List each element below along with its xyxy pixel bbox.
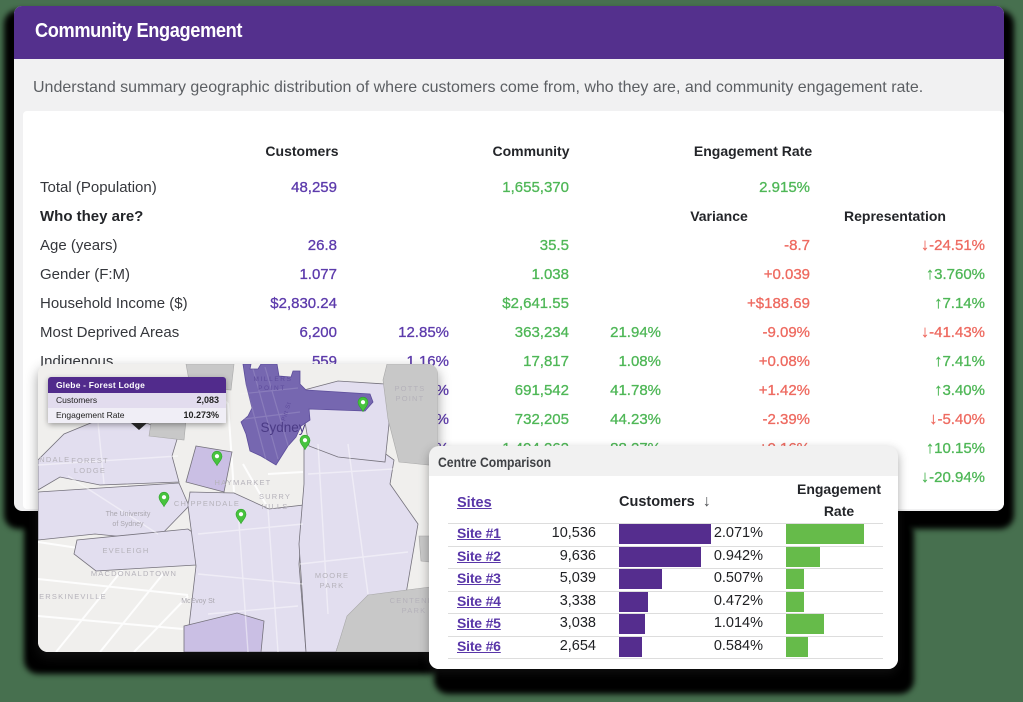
svg-text:McEvoy St: McEvoy St xyxy=(181,598,215,605)
svg-text:MACDONALDTOWN: MACDONALDTOWN xyxy=(91,569,177,578)
svg-text:ANNANDALE: ANNANDALE xyxy=(38,455,70,464)
svg-text:POINT: POINT xyxy=(258,385,286,392)
svg-text:SURRY: SURRY xyxy=(259,492,291,501)
svg-text:Pitt St: Pitt St xyxy=(281,401,293,421)
svg-text:PARK: PARK xyxy=(320,581,345,590)
svg-text:LODGE: LODGE xyxy=(74,466,106,475)
svg-text:HAYMARKET: HAYMARKET xyxy=(215,478,272,487)
svg-text:FOREST: FOREST xyxy=(71,456,109,465)
svg-text:EVELEIGH: EVELEIGH xyxy=(102,546,149,555)
svg-text:Sydney: Sydney xyxy=(260,420,305,435)
svg-text:CHIPPENDALE: CHIPPENDALE xyxy=(174,499,240,508)
svg-text:POTTS: POTTS xyxy=(394,384,425,393)
svg-text:The University: The University xyxy=(106,511,151,518)
svg-text:HILLS: HILLS xyxy=(262,502,289,511)
svg-text:CENTENN: CENTENN xyxy=(390,596,435,605)
svg-text:of Sydney: of Sydney xyxy=(112,521,144,528)
svg-text:POINT: POINT xyxy=(396,394,425,403)
svg-text:MOORE: MOORE xyxy=(315,571,349,580)
svg-text:MILLERS: MILLERS xyxy=(253,376,292,383)
svg-text:ERSKINEVILLE: ERSKINEVILLE xyxy=(39,592,107,601)
svg-text:PARK: PARK xyxy=(402,606,427,615)
